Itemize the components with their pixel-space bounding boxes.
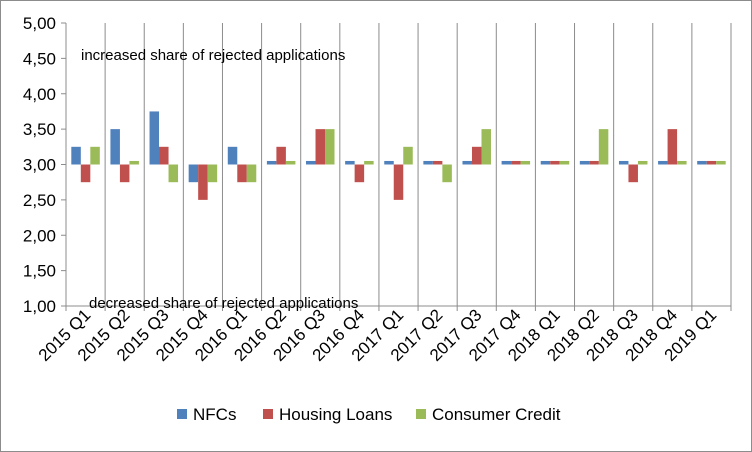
y-tick-label: 3,50 bbox=[23, 120, 56, 139]
bar bbox=[511, 160, 521, 165]
bar bbox=[227, 146, 238, 165]
bar bbox=[677, 160, 687, 165]
bar bbox=[658, 160, 668, 165]
y-tick-label: 2,00 bbox=[23, 226, 56, 245]
annotation-decreased: decreased share of rejected applications bbox=[89, 295, 358, 312]
bar bbox=[159, 146, 169, 165]
bar bbox=[71, 146, 81, 165]
y-tick-label: 4,50 bbox=[23, 49, 56, 68]
bar bbox=[540, 160, 551, 165]
bar bbox=[325, 129, 335, 165]
bar bbox=[129, 160, 139, 165]
bar bbox=[618, 160, 629, 165]
bar bbox=[716, 160, 726, 165]
bar bbox=[706, 160, 717, 165]
bar bbox=[119, 164, 130, 183]
y-tick-label: 5,00 bbox=[23, 14, 56, 33]
bar bbox=[481, 129, 491, 165]
y-tick-label: 3,00 bbox=[23, 156, 56, 175]
bar bbox=[345, 160, 355, 165]
bar bbox=[550, 160, 560, 165]
bar bbox=[520, 160, 531, 165]
legend-label: Housing Loans bbox=[279, 405, 392, 424]
legend-swatch bbox=[263, 409, 273, 419]
bar bbox=[285, 160, 296, 165]
bar bbox=[198, 164, 208, 200]
annotation-increased: increased share of rejected applications bbox=[81, 47, 345, 64]
bar bbox=[393, 164, 404, 200]
legend-label: Consumer Credit bbox=[432, 405, 561, 424]
bars-layer bbox=[71, 111, 726, 200]
bar bbox=[559, 160, 570, 165]
bar bbox=[80, 164, 91, 183]
bar bbox=[90, 146, 100, 165]
bar bbox=[403, 146, 413, 165]
bar bbox=[364, 160, 374, 165]
bar bbox=[667, 129, 678, 165]
bar bbox=[276, 146, 286, 165]
grid-layer bbox=[104, 23, 732, 306]
bar bbox=[637, 160, 648, 165]
bar bbox=[628, 164, 638, 183]
bar bbox=[432, 160, 443, 165]
axes-layer: 1,001,502,002,503,003,504,004,505,002015… bbox=[23, 14, 732, 365]
bar bbox=[306, 160, 316, 165]
bar bbox=[315, 129, 326, 165]
y-tick-label: 1,00 bbox=[23, 297, 56, 316]
y-tick-label: 4,00 bbox=[23, 85, 56, 104]
bar bbox=[168, 164, 179, 183]
bar bbox=[471, 146, 482, 165]
legend: NFCs Housing Loans Consumer Credit bbox=[177, 405, 561, 424]
bar bbox=[462, 160, 472, 165]
bar bbox=[266, 160, 277, 165]
bar bbox=[579, 160, 590, 165]
bar bbox=[384, 160, 394, 165]
bar bbox=[501, 160, 512, 165]
bar bbox=[188, 164, 199, 183]
y-tick-label: 2,50 bbox=[23, 191, 56, 210]
bar bbox=[149, 111, 160, 165]
bar bbox=[442, 164, 452, 183]
bar bbox=[246, 164, 257, 183]
legend-swatch bbox=[416, 409, 426, 419]
bar bbox=[237, 164, 247, 183]
bar bbox=[589, 160, 599, 165]
bar bbox=[207, 164, 218, 183]
legend-swatch bbox=[177, 409, 187, 419]
bar bbox=[697, 160, 707, 165]
bar bbox=[110, 129, 120, 165]
bar bbox=[354, 164, 365, 183]
legend-label: NFCs bbox=[193, 405, 236, 424]
bar bbox=[423, 160, 433, 165]
bar bbox=[598, 129, 609, 165]
y-tick-label: 1,50 bbox=[23, 262, 56, 281]
